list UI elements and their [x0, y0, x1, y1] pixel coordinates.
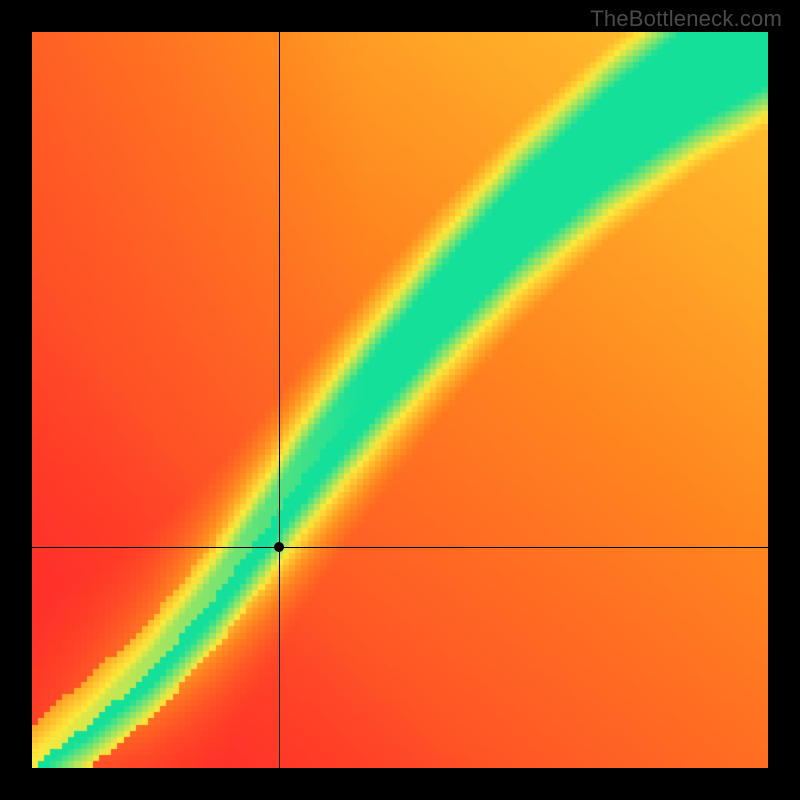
bottleneck-heatmap: [32, 32, 768, 768]
crosshair-marker: [274, 542, 284, 552]
crosshair-horizontal: [32, 547, 768, 548]
watermark-text: TheBottleneck.com: [590, 6, 782, 32]
crosshair-vertical: [279, 32, 280, 768]
plot-frame: [32, 32, 768, 768]
